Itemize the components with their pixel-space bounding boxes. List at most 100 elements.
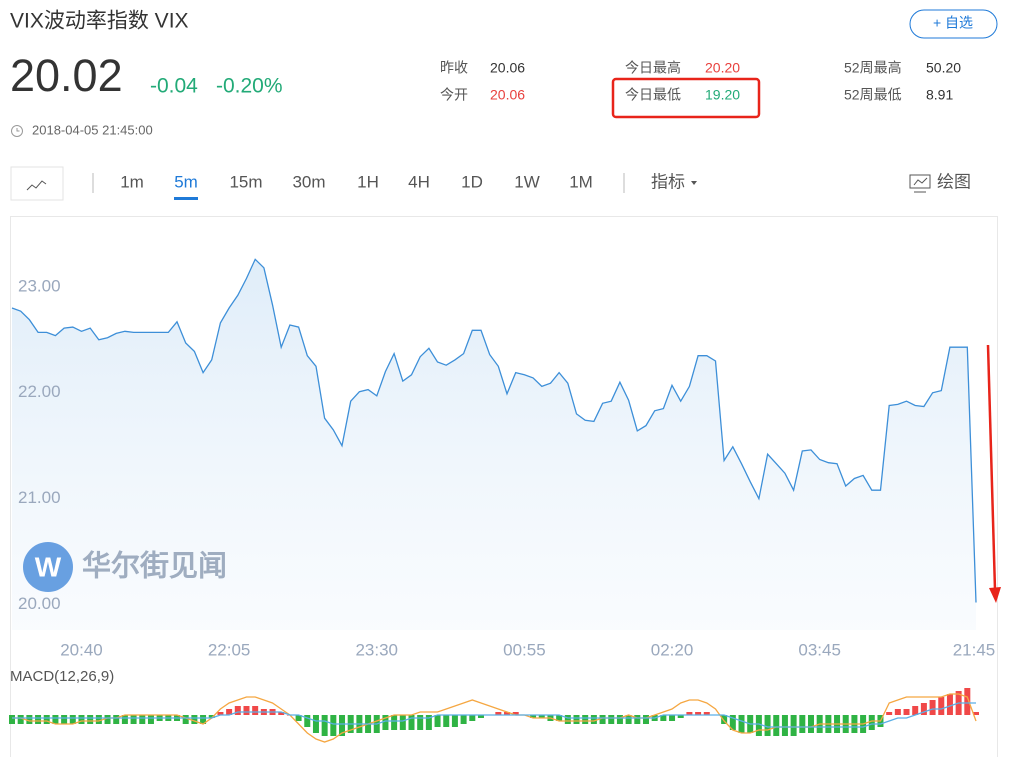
period-button[interactable]: 1M — [569, 172, 593, 191]
button-label[interactable]: + 自选 — [933, 15, 973, 31]
macd-bar — [608, 715, 615, 724]
macd-bar — [477, 715, 484, 718]
macd-bar — [582, 715, 589, 724]
indicator-button[interactable]: 指标 — [651, 172, 685, 191]
chart-frame — [10, 216, 998, 757]
draw-button[interactable]: 绘图 — [937, 172, 971, 191]
macd-bar — [790, 715, 797, 736]
period-button[interactable]: 1D — [461, 172, 483, 191]
macd-bar — [408, 715, 415, 730]
stat-label: 昨收 — [440, 60, 468, 76]
x-tick-label: 23:30 — [355, 640, 398, 659]
macd-bar — [530, 715, 537, 718]
macd-bar — [738, 715, 745, 733]
macd-bar — [208, 715, 215, 718]
macd-bar — [417, 715, 424, 730]
macd-bar — [886, 712, 893, 715]
macd-bar — [243, 706, 250, 715]
macd-bar — [920, 703, 927, 715]
macd-bar — [52, 715, 59, 724]
clock-hand — [16, 128, 20, 132]
draw-icon-detail — [913, 177, 928, 193]
period-button[interactable]: 30m — [292, 172, 325, 191]
macd-bar — [703, 712, 710, 715]
price: 20.02 — [10, 50, 123, 101]
macd-bar — [634, 715, 641, 724]
period-button[interactable]: 4H — [408, 172, 430, 191]
stat-value: 20.06 — [490, 60, 525, 76]
macd-bar — [938, 697, 945, 715]
x-tick-label: 22:05 — [208, 640, 251, 659]
macd-bar — [147, 715, 154, 724]
macd-bar — [894, 709, 901, 715]
watermark-logo — [23, 542, 73, 592]
chart-type-button[interactable] — [10, 166, 64, 201]
price-change: -0.04 — [150, 75, 198, 98]
macd-bar — [616, 715, 623, 724]
x-tick-label: 00:55 — [503, 640, 546, 659]
macd-bar — [964, 688, 971, 715]
macd-bar — [191, 715, 198, 724]
button-frame[interactable] — [909, 9, 998, 39]
macd-bar — [564, 715, 571, 724]
macd-bar — [903, 709, 910, 715]
watch-button[interactable]: + 自选 — [909, 9, 998, 39]
macd-bar — [807, 715, 814, 733]
y-tick-label: 23.00 — [18, 276, 61, 295]
area — [12, 259, 976, 630]
macd-bar — [721, 715, 728, 724]
x-tick-label: 20:40 — [60, 640, 103, 659]
macd-bar — [121, 715, 128, 724]
macd-bar — [130, 715, 137, 724]
macd-bar — [391, 715, 398, 730]
macd-dea-line — [12, 702, 976, 728]
macd-bar — [946, 694, 953, 715]
macd-bar — [304, 715, 311, 727]
macd-bar — [538, 715, 545, 718]
chart-type-icon — [26, 180, 47, 191]
y-tick-label: 20.00 — [18, 594, 61, 613]
macd-bar — [669, 715, 676, 721]
macd-title: MACD(12,26,9) — [10, 668, 114, 685]
draw-icon — [909, 174, 931, 189]
macd-dif-line — [12, 693, 977, 743]
macd-bar — [495, 712, 502, 715]
period-button[interactable]: 5m — [174, 172, 198, 191]
macd-bar — [460, 715, 467, 724]
x-tick-label: 02:20 — [651, 640, 694, 659]
macd-bar — [78, 715, 85, 724]
macd-bar — [764, 715, 771, 736]
macd-bar — [425, 715, 432, 730]
period-button[interactable]: 1H — [357, 172, 379, 191]
macd-bar — [95, 715, 102, 724]
macd-bar — [339, 715, 346, 736]
price-change-pct: -0.20% — [216, 75, 283, 98]
macd-bar — [104, 715, 111, 724]
macd-bar — [755, 715, 762, 736]
x-tick-label: 03:45 — [798, 640, 841, 659]
macd-bar — [729, 715, 736, 730]
period-button[interactable]: 1W — [514, 172, 540, 191]
stat-label: 今日最低 — [625, 87, 681, 103]
macd-bar — [799, 715, 806, 733]
macd-bar — [217, 712, 224, 715]
period-button[interactable]: 1m — [120, 172, 144, 191]
macd-bar — [234, 706, 241, 715]
macd-bar — [512, 712, 519, 715]
plot: 20.00 21.00 22.00 23.00 20:40 22:05 23:30 00:55… — [9, 258, 995, 743]
macd-bar — [625, 715, 632, 724]
macd-bar — [69, 715, 76, 724]
macd-bar — [9, 715, 15, 724]
stat-value: 20.06 — [490, 87, 525, 103]
macd-bar — [87, 715, 94, 724]
macd-bar — [61, 715, 68, 724]
period-button[interactable]: 15m — [229, 172, 262, 191]
macd-bar — [660, 715, 667, 721]
macd-bar — [868, 715, 875, 730]
stat-label: 52周最高 — [844, 60, 902, 76]
stat-value: 8.91 — [926, 87, 953, 103]
stat-label: 今日最高 — [625, 60, 681, 76]
macd-bar — [573, 715, 580, 724]
macd-bar — [226, 709, 233, 715]
